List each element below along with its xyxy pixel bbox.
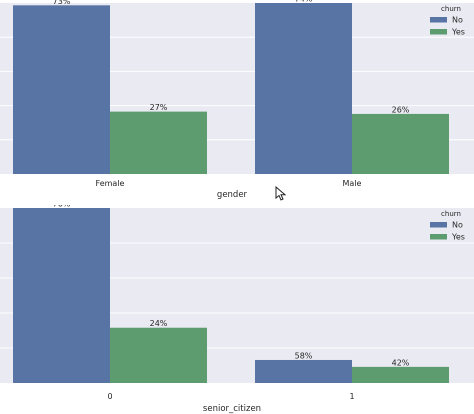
bar-no-1 — [255, 359, 352, 383]
data-label: 74% — [295, 0, 313, 4]
data-label: 24% — [150, 319, 168, 328]
x-axis-label-senior-citizen: senior_citizen — [203, 404, 261, 414]
chart-senior-citizen: 76% 24% 0 58% 42% 1 senior_citizen churn No Yes — [0, 205, 474, 414]
x-tick-label: 0 — [107, 392, 112, 401]
data-label: 58% — [295, 351, 313, 360]
chart-senior-citizen-svg: 76% 24% 0 58% 42% 1 senior_citizen churn No Yes — [0, 205, 474, 414]
legend-swatch-no — [430, 17, 447, 23]
legend-label-yes: Yes — [451, 28, 465, 37]
data-label: 27% — [150, 103, 168, 112]
data-label: 26% — [392, 105, 410, 114]
data-label: 73% — [53, 0, 71, 6]
data-label: 42% — [392, 358, 410, 367]
legend-swatch-yes — [430, 234, 447, 240]
chart-gender: 73% 27% Female 74% 26% Male gender churn No Yes — [0, 0, 474, 205]
bar-yes-1 — [352, 366, 449, 383]
bar-no-0 — [13, 208, 110, 383]
legend-swatch-yes — [430, 29, 447, 35]
x-tick-label: Female — [96, 179, 125, 188]
bar-yes-male — [352, 113, 449, 174]
bar-no-male — [255, 3, 352, 174]
x-axis-label-gender: gender — [217, 190, 248, 200]
legend-label-yes: Yes — [451, 233, 465, 242]
chart-gender-svg: 73% 27% Female 74% 26% Male gender churn No Yes — [0, 0, 474, 200]
x-tick-label: 1 — [349, 392, 354, 401]
x-tick-label: Male — [343, 179, 362, 188]
legend-swatch-no — [430, 222, 447, 228]
legend-title: churn — [441, 210, 461, 218]
bar-yes-female — [110, 111, 207, 174]
bar-yes-0 — [110, 327, 207, 383]
legend-title: churn — [441, 5, 461, 13]
bar-no-female — [13, 5, 110, 175]
legend-label-no: No — [452, 221, 463, 230]
data-label: 76% — [53, 205, 71, 209]
legend-label-no: No — [452, 16, 463, 25]
mouse-cursor-icon — [275, 186, 287, 201]
